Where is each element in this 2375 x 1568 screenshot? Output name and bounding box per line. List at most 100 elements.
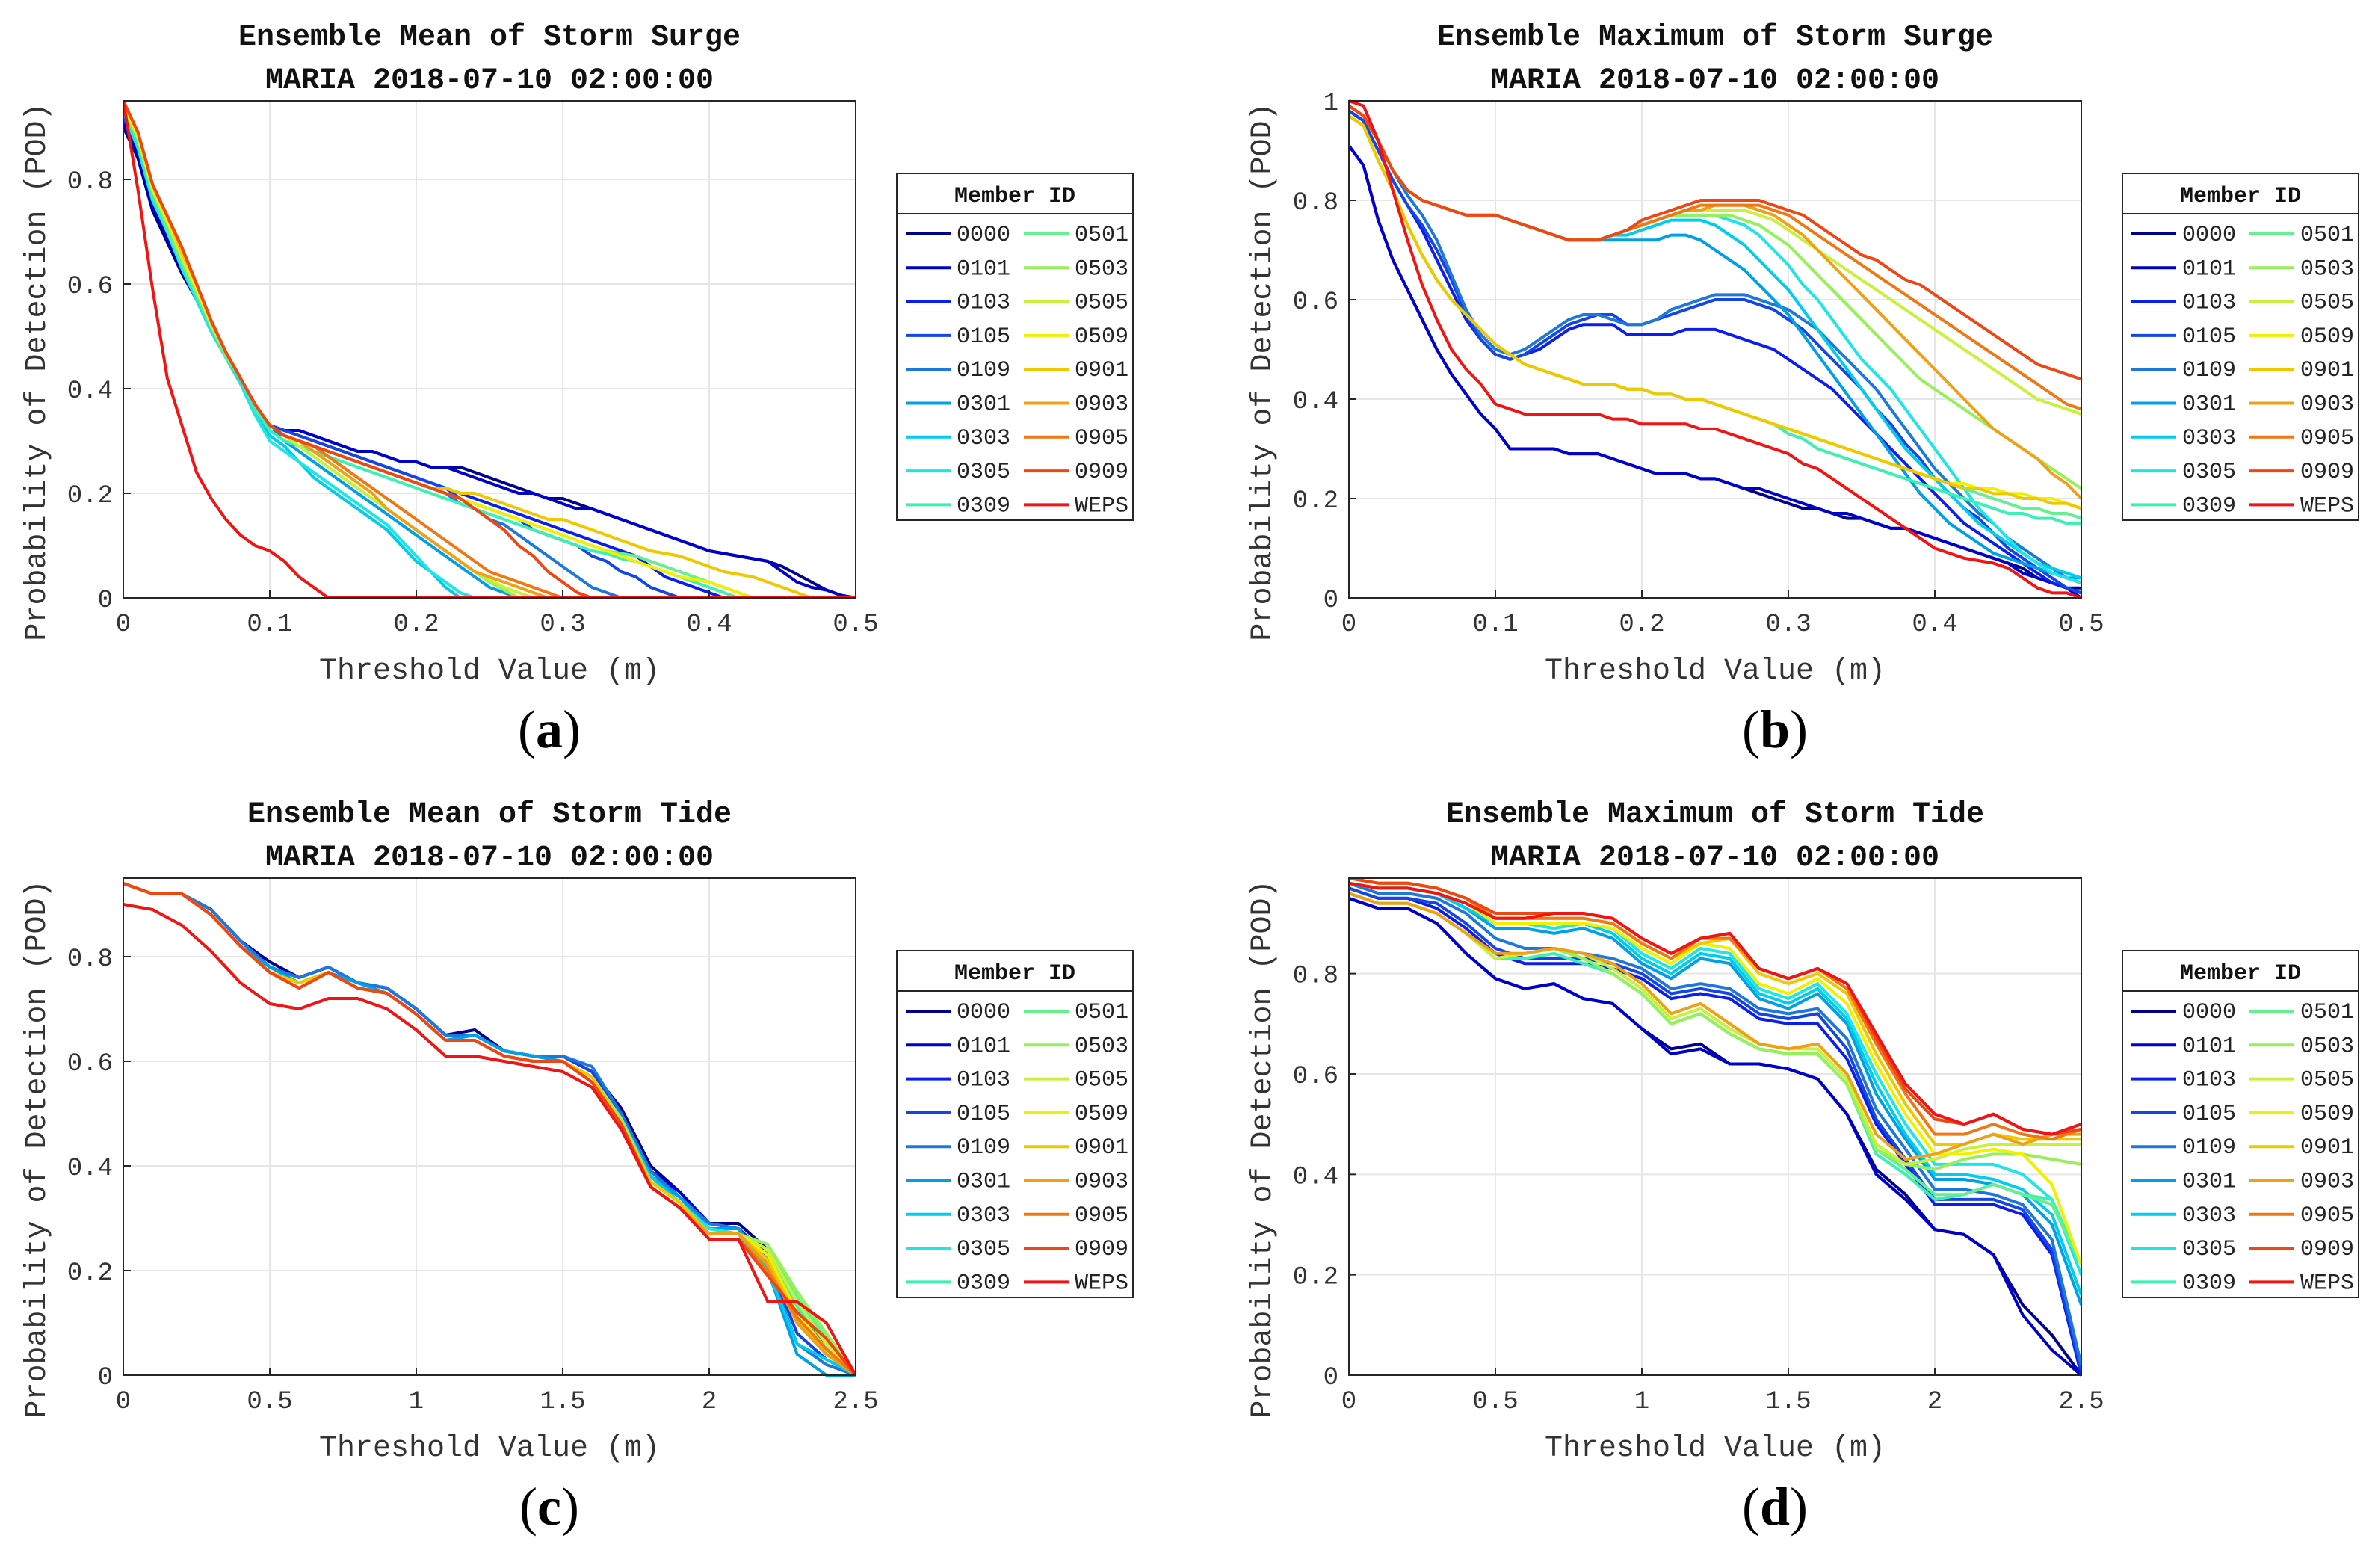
legend-entry-0905: 0905 — [1024, 1203, 1128, 1229]
y-tick-label: 0.2 — [67, 1259, 113, 1288]
legend-label: 0105 — [2182, 324, 2236, 350]
legend-entry-0105: 0105 — [2131, 324, 2236, 350]
legend-label: 0909 — [1075, 1237, 1128, 1262]
legend-entry-0103: 0103 — [2131, 1068, 2236, 1093]
legend-label: 0105 — [2182, 1102, 2236, 1127]
series-line-0000 — [1349, 897, 2081, 1377]
series-group — [1349, 99, 2081, 599]
legend-entry-0103: 0103 — [906, 291, 1010, 316]
x-tick-label: 0.4 — [686, 611, 732, 639]
legend-entry-0309: 0309 — [906, 1271, 1010, 1296]
legend-entry-0301: 0301 — [2131, 392, 2236, 418]
legend-entry-0501: 0501 — [2249, 223, 2354, 248]
x-axis-label: Threshold Value (m) — [319, 1432, 660, 1466]
chart-title-line: MARIA 2018-07-10 02:00:00 — [1491, 64, 1939, 98]
chart-title-line: Ensemble Mean of Storm Surge — [238, 21, 741, 55]
y-tick-label: 0.6 — [1293, 288, 1338, 317]
legend-label: 0101 — [957, 1034, 1010, 1059]
legend-title: Member ID — [954, 184, 1075, 209]
legend-label: 0503 — [2300, 256, 2354, 282]
legend-label: 0501 — [1075, 223, 1128, 248]
x-axis-label: Threshold Value (m) — [319, 655, 660, 688]
legend-entry-0909: 0909 — [1024, 460, 1128, 485]
y-tick-label: 0.4 — [1293, 1163, 1338, 1191]
panel-c: Ensemble Mean of Storm Tide MARIA 2018-07… — [21, 798, 1134, 1537]
legend-entry-0000: 0000 — [2131, 223, 2236, 248]
legend-entry-0101: 0101 — [2131, 1034, 2236, 1059]
legend-label: 0903 — [2300, 392, 2354, 418]
legend-entry-0501: 0501 — [1024, 1000, 1128, 1025]
y-tick-label: 0.8 — [1293, 189, 1338, 217]
x-tick-label: 0.3 — [540, 611, 585, 639]
y-tick-label: 0 — [1324, 1364, 1338, 1392]
y-tick-label: 0.8 — [67, 168, 113, 197]
y-tick-label: 0 — [98, 587, 113, 615]
legend-label: 0901 — [2300, 358, 2354, 383]
x-tick-label: 0.1 — [1472, 611, 1518, 639]
x-tick-label: 1 — [409, 1388, 424, 1416]
legend-label: 0309 — [957, 493, 1010, 519]
legend-entry-0501: 0501 — [1024, 223, 1128, 248]
legend-entry-0509: 0509 — [2249, 324, 2354, 350]
legend-label: 0109 — [957, 1135, 1010, 1161]
legend-entry-0903: 0903 — [2249, 1170, 2354, 1195]
legend-label: 0000 — [2182, 223, 2236, 248]
y-tick-label: 0.8 — [1293, 963, 1338, 991]
legend-label: 0509 — [1075, 324, 1128, 350]
legend-label: 0909 — [1075, 460, 1128, 485]
legend-entry-0909: 0909 — [2249, 460, 2354, 485]
legend-entry-0305: 0305 — [2131, 1237, 2236, 1262]
series-group — [1349, 877, 2081, 1377]
legend-entry-0501: 0501 — [2249, 1000, 2354, 1025]
legend-label: 0105 — [957, 1102, 1010, 1127]
legend-label: 0301 — [2182, 392, 2236, 418]
grid — [123, 101, 856, 599]
panel-caption: (d) — [1742, 1477, 1808, 1537]
legend-label: 0505 — [1075, 1068, 1128, 1093]
x-tick-label: 2.5 — [833, 1388, 878, 1416]
series-line-0905 — [123, 100, 856, 599]
legend-label: 0103 — [2182, 291, 2236, 316]
legend-entry-0509: 0509 — [1024, 1102, 1128, 1127]
legend-entry-0509: 0509 — [1024, 324, 1128, 350]
legend-entry-0109: 0109 — [2131, 1135, 2236, 1161]
series-line-WEPS — [123, 100, 856, 599]
legend-label: 0905 — [2300, 1203, 2354, 1229]
legend-entry-0303: 0303 — [2131, 426, 2236, 451]
legend-entry-0903: 0903 — [1024, 392, 1128, 418]
legend-title: Member ID — [2180, 961, 2301, 987]
y-axis-label: Probability of Detection (POD) — [21, 880, 55, 1418]
legend-label: 0501 — [1075, 1000, 1128, 1025]
legend-label: 0000 — [957, 223, 1010, 248]
panel-caption: (c) — [519, 1477, 579, 1537]
legend-entry-0503: 0503 — [2249, 1034, 2354, 1059]
legend-label: 0303 — [957, 426, 1010, 451]
y-tick-label: 0.2 — [67, 482, 113, 510]
legend-label: 0101 — [2182, 256, 2236, 282]
legend-entry-0101: 0101 — [906, 1034, 1010, 1059]
legend-label: WEPS — [1075, 493, 1128, 519]
y-tick-label: 0.2 — [1293, 487, 1338, 516]
series-line-0101 — [1349, 144, 2081, 599]
series-line-0905 — [1349, 104, 2081, 411]
x-tick-label: 0.1 — [247, 611, 292, 639]
legend-entry-0505: 0505 — [1024, 291, 1128, 316]
legend-label: 0901 — [1075, 358, 1128, 383]
y-tick-label: 0.6 — [1293, 1063, 1338, 1091]
grid — [123, 878, 856, 1376]
panel-b: Ensemble Maximum of Storm Surge MARIA 201… — [1247, 21, 2359, 759]
y-axis-label: Probability of Detection (POD) — [1247, 880, 1280, 1418]
legend-label: 0509 — [2300, 324, 2354, 350]
legend-label: 0000 — [957, 1000, 1010, 1025]
axes-box — [123, 877, 856, 1376]
legend: Member ID 0000 0101 0103 0105 0109 0301 0303 030… — [2122, 173, 2359, 521]
legend-entry-0505: 0505 — [2249, 291, 2354, 316]
legend-entry-0903: 0903 — [2249, 392, 2354, 418]
legend-label: 0905 — [1075, 1203, 1128, 1229]
legend-entry-0303: 0303 — [2131, 1203, 2236, 1229]
legend-entry-0105: 0105 — [906, 324, 1010, 350]
legend-label: 0309 — [2182, 493, 2236, 519]
series-line-0509 — [1349, 114, 2081, 510]
legend-label: 0305 — [957, 1237, 1010, 1262]
grid — [1348, 100, 2082, 599]
